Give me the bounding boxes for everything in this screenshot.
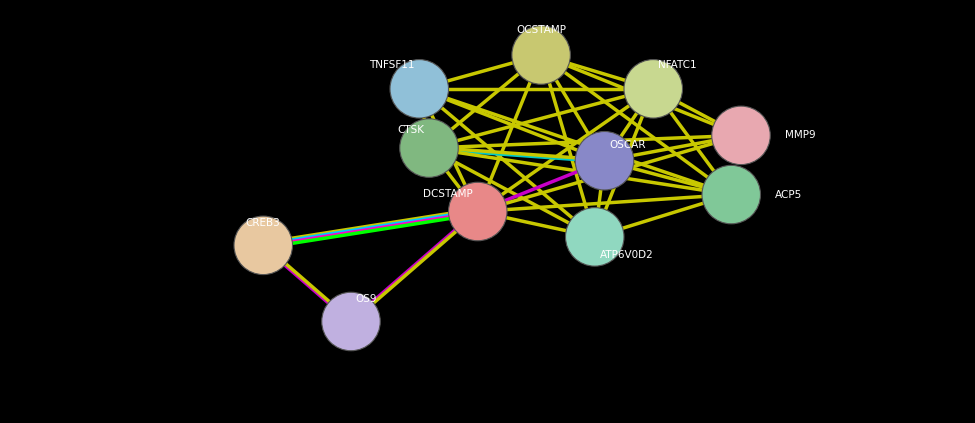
Ellipse shape (400, 119, 458, 177)
Text: ACP5: ACP5 (775, 190, 802, 200)
Ellipse shape (702, 165, 760, 224)
Text: OSCAR: OSCAR (609, 140, 645, 150)
Text: DCSTAMP: DCSTAMP (423, 189, 473, 199)
Ellipse shape (575, 132, 634, 190)
Text: MMP9: MMP9 (785, 130, 815, 140)
Text: OCSTAMP: OCSTAMP (516, 25, 566, 35)
Ellipse shape (624, 60, 682, 118)
Ellipse shape (448, 182, 507, 241)
Text: ATP6V0D2: ATP6V0D2 (600, 250, 653, 260)
Ellipse shape (566, 208, 624, 266)
Ellipse shape (322, 292, 380, 351)
Text: CTSK: CTSK (397, 125, 424, 135)
Ellipse shape (512, 26, 570, 84)
Ellipse shape (390, 60, 448, 118)
Ellipse shape (712, 106, 770, 165)
Ellipse shape (234, 216, 292, 275)
Text: CREB3: CREB3 (246, 217, 281, 228)
Text: OS9: OS9 (356, 294, 377, 304)
Text: NFATC1: NFATC1 (658, 60, 697, 70)
Text: TNFSF11: TNFSF11 (369, 60, 414, 70)
